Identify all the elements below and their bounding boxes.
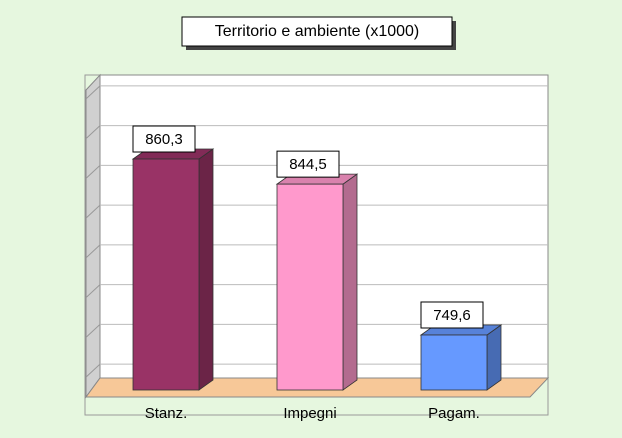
bar [420, 334, 488, 391]
value-label-box [276, 150, 340, 178]
bar [132, 158, 200, 391]
value-label: 844,5 [289, 156, 327, 173]
x-tick-label: Stanz. [145, 405, 188, 422]
chart-title: Territorio e ambiente (x1000) [215, 23, 420, 40]
bar-side [198, 148, 214, 391]
x-tick-label: Impegni [283, 405, 336, 422]
side-grid-line [85, 165, 101, 179]
side-grid-line [85, 125, 101, 140]
value-label-box [420, 301, 484, 329]
side-grid-line [85, 323, 101, 338]
x-tick-label: Pagam. [428, 405, 480, 422]
side-grid-line [85, 244, 101, 259]
side-grid-line [85, 284, 101, 298]
side-grid-line [85, 204, 101, 219]
value-label-box [132, 125, 196, 153]
title-box [181, 16, 453, 47]
bar-side [342, 173, 358, 391]
value-label: 749,6 [433, 307, 471, 324]
side-wall [85, 73, 101, 399]
value-label: 860,3 [145, 131, 183, 148]
bar [276, 183, 344, 391]
side-grid-line [85, 85, 101, 100]
side-grid-line [85, 363, 101, 378]
bar-side [486, 324, 502, 391]
